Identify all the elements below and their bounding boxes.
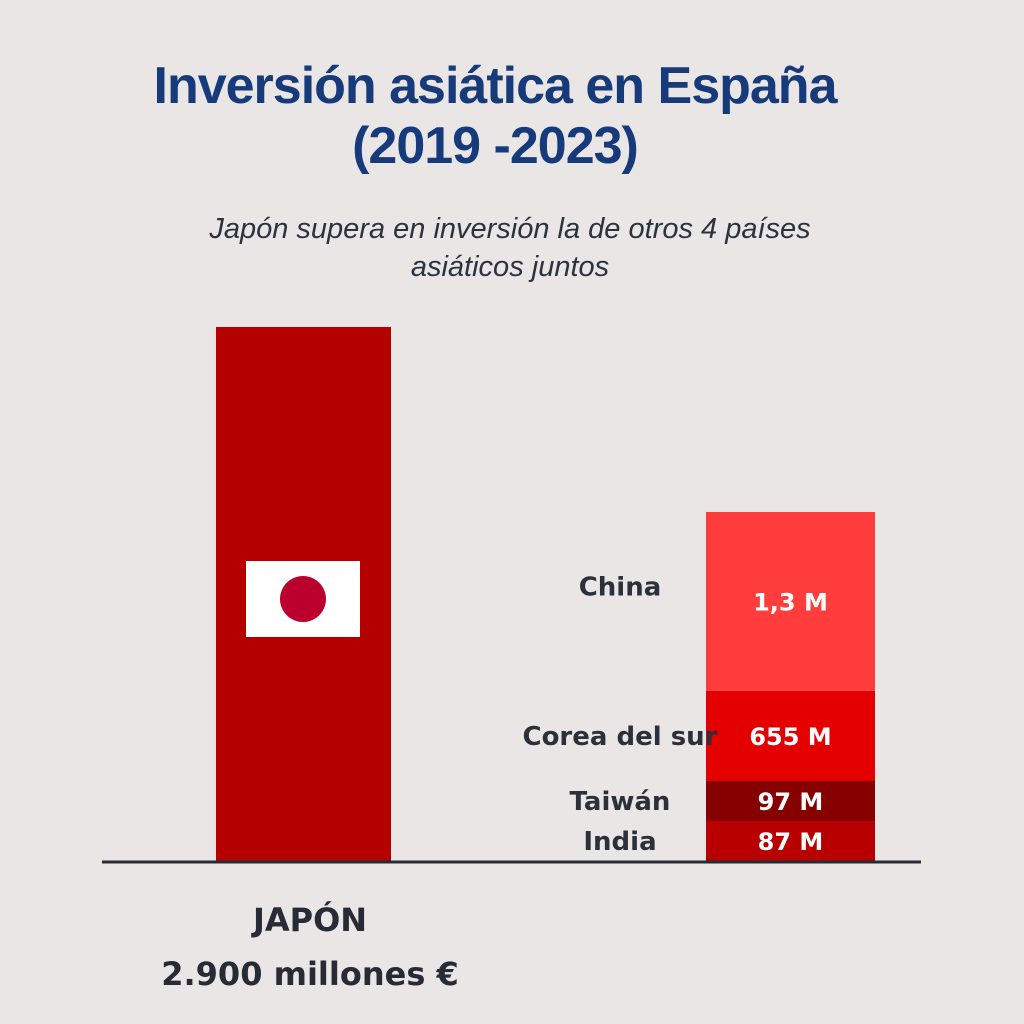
chart-title-line-2: (2019 -2023) [352, 117, 639, 175]
japan-flag-icon [246, 561, 360, 637]
japan-name: JAPÓN [252, 901, 368, 939]
japan-category-label: JAPÓN 2.900 millones € [60, 893, 560, 1001]
segment-label-taiwan: Taiwán [570, 787, 671, 817]
segment-corea-del-sur [706, 690, 875, 781]
segment-value-china: 1,3 M [753, 588, 828, 616]
chart-title: Inversión asiática en España (2019 -2023… [0, 56, 990, 176]
segment-value-corea-del-sur: 655 M [749, 723, 831, 751]
segment-value-taiwan: 97 M [758, 788, 824, 816]
segment-label-corea-del-sur: Corea del sur [522, 722, 717, 752]
segment-label-china: China [579, 572, 662, 602]
segment-china [706, 512, 875, 691]
chart-title-line-1: Inversión asiática en España [153, 57, 838, 115]
japan-amount: 2.900 millones € [161, 955, 459, 993]
chart-subtitle: Japón supera en inversión la de otros 4 … [0, 210, 1020, 286]
segment-india [706, 821, 875, 861]
chart-subtitle-line-2: asiáticos juntos [410, 251, 610, 283]
segment-taiwan [706, 781, 875, 821]
segment-value-india: 87 M [758, 828, 824, 856]
segment-label-india: India [583, 827, 656, 857]
chart-subtitle-line-1: Japón supera en inversión la de otros 4 … [209, 213, 811, 245]
